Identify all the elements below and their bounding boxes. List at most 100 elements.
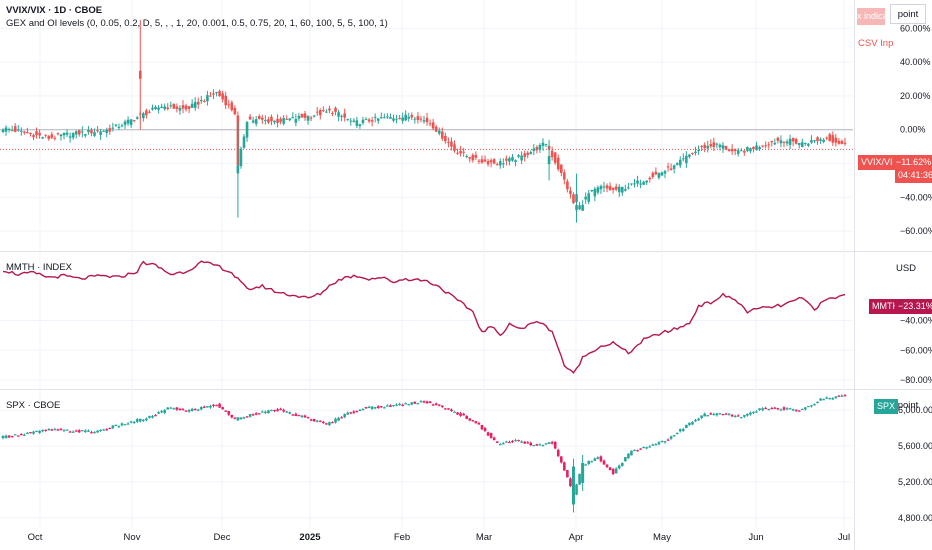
vvix-candle bbox=[74, 131, 78, 135]
y-tick-label: 60.00% bbox=[900, 23, 931, 33]
vvix-title[interactable]: VVIX/VIX · 1D · CBOE bbox=[6, 5, 103, 16]
spx-candle bbox=[474, 421, 478, 424]
vvix-candle bbox=[593, 188, 597, 197]
mmth-title[interactable]: MMTH · INDEX bbox=[6, 262, 72, 273]
spx-spike-body bbox=[571, 466, 575, 505]
spx-candle bbox=[459, 413, 462, 416]
spx-title[interactable]: SPX · CBOE bbox=[6, 400, 61, 411]
spx-candle bbox=[685, 424, 688, 429]
vvix-candle bbox=[416, 116, 420, 120]
spx-candle bbox=[785, 408, 789, 410]
spx-candle bbox=[178, 408, 182, 410]
spx-candle bbox=[206, 406, 209, 408]
spx-candle bbox=[755, 411, 758, 413]
vvix-candle bbox=[196, 101, 200, 105]
vvix-candle bbox=[797, 143, 801, 145]
spx-candle bbox=[739, 417, 743, 419]
spx-candle bbox=[456, 412, 459, 415]
vvix-candle bbox=[44, 134, 48, 136]
price-axis-column[interactable] bbox=[854, 0, 932, 550]
vvix-candle bbox=[77, 130, 81, 135]
spx-candle bbox=[422, 401, 426, 403]
vvix-candle bbox=[492, 159, 496, 164]
spx-candle bbox=[74, 430, 78, 432]
spx-candle bbox=[804, 407, 807, 410]
spx-candle bbox=[611, 469, 615, 475]
vvix-candle bbox=[264, 119, 267, 121]
vvix-candle bbox=[294, 118, 298, 123]
vvix-spike-body bbox=[138, 70, 142, 79]
pane-separator-2[interactable] bbox=[0, 389, 932, 390]
time-axis-label-jul: Jul bbox=[837, 532, 851, 543]
spx-candle bbox=[203, 406, 206, 408]
mmth-legend[interactable]: MMTH · INDEX bbox=[6, 262, 72, 273]
vvix-candle bbox=[135, 117, 139, 119]
vvix-legend[interactable]: VVIX/VIX · 1D · CBOE GEX and OI levels (… bbox=[6, 5, 388, 29]
vvix-candle bbox=[349, 120, 353, 122]
vvix-candle bbox=[209, 95, 212, 97]
spx-candle bbox=[715, 413, 719, 416]
vvix-candle bbox=[459, 151, 462, 154]
y-tick-label: −60.00% bbox=[900, 345, 932, 355]
vvix-candle bbox=[502, 163, 505, 165]
spx-candle bbox=[627, 453, 630, 459]
vvix-candle bbox=[611, 187, 615, 190]
vvix-candle bbox=[636, 180, 639, 184]
spx-candle bbox=[645, 447, 649, 449]
spx-candle bbox=[669, 436, 673, 439]
spx-candle bbox=[636, 450, 639, 452]
mmth-unit-label: USD bbox=[895, 263, 917, 274]
vvix-candle bbox=[29, 132, 32, 134]
time-axis-label-dec: Dec bbox=[213, 532, 231, 543]
spx-legend[interactable]: SPX · CBOE bbox=[6, 400, 60, 411]
vvix-candle bbox=[596, 187, 600, 193]
vvix-candle bbox=[26, 132, 29, 134]
pane-separator-1[interactable] bbox=[0, 251, 932, 252]
spx-candle bbox=[126, 423, 130, 425]
spx-candle bbox=[35, 430, 38, 433]
spx-candle bbox=[514, 440, 517, 442]
spx-candle bbox=[410, 402, 414, 405]
spx-candle bbox=[617, 465, 621, 469]
spx-candle bbox=[468, 418, 472, 421]
y-tick-label: −80.00% bbox=[900, 375, 932, 385]
spx-candle bbox=[526, 442, 530, 444]
spx-candle bbox=[489, 433, 493, 438]
vvix-candle bbox=[148, 111, 151, 113]
vvix-spike-body bbox=[547, 156, 551, 165]
spx-candle bbox=[273, 409, 276, 412]
vvix-candle bbox=[688, 154, 691, 157]
vvix-candle bbox=[7, 129, 11, 131]
spx-candle bbox=[779, 409, 783, 411]
spx-candle bbox=[797, 410, 801, 412]
spx-candle bbox=[145, 418, 148, 421]
spx-candle bbox=[550, 442, 554, 444]
spx-candle bbox=[175, 407, 179, 410]
vvix-candle bbox=[389, 117, 392, 119]
vvix-candle bbox=[230, 102, 234, 111]
vvix-candle bbox=[379, 117, 383, 119]
spx-candle bbox=[810, 405, 813, 407]
spx-candle bbox=[764, 407, 767, 410]
vvix-candle bbox=[581, 204, 584, 211]
vvix-candle bbox=[800, 142, 804, 147]
vvix-candle bbox=[346, 118, 350, 120]
vvix-candle bbox=[648, 177, 652, 180]
spx-candle bbox=[419, 401, 423, 403]
spx-candle bbox=[578, 473, 581, 485]
spx-candle bbox=[123, 424, 127, 426]
spx-candle bbox=[221, 407, 224, 410]
vvix-unit-button[interactable]: point bbox=[890, 4, 926, 24]
y-tick-label: 20.00% bbox=[900, 91, 931, 101]
spx-candle bbox=[596, 457, 600, 460]
vvix-candle bbox=[660, 172, 664, 176]
vvix-candle bbox=[736, 150, 740, 154]
spx-candle bbox=[257, 413, 261, 415]
spx-candle bbox=[431, 404, 435, 406]
spx-candle bbox=[688, 422, 691, 425]
gex-indicator-label[interactable]: GEX and OI levels (0, 0.05, 0.2, D, 5, ,… bbox=[6, 18, 388, 29]
vvix-candle bbox=[810, 140, 813, 143]
vvix-candle bbox=[105, 129, 109, 133]
spx-candle bbox=[251, 414, 255, 416]
